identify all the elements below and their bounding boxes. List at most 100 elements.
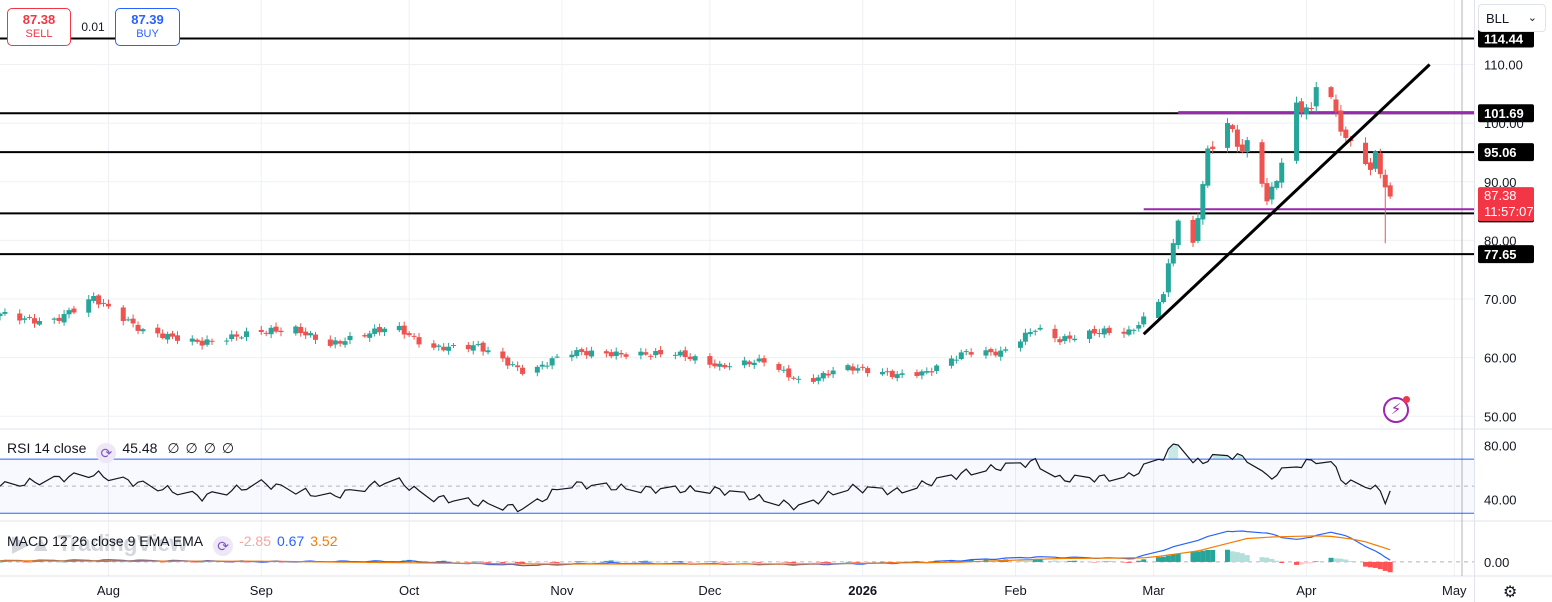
macd-histogram-bar [549, 561, 555, 563]
candle-body [342, 341, 348, 345]
macd-histogram-bar [470, 561, 476, 563]
price-axis-tick: 110.00 [1484, 57, 1523, 72]
macd-histogram-bar [0, 561, 3, 563]
candle-body [105, 303, 111, 307]
horizontal-lines[interactable] [0, 37, 1474, 256]
candle-body [608, 352, 614, 357]
rsi-na-4: ∅ [221, 440, 235, 456]
price-axis-tick: 60.00 [1484, 351, 1517, 366]
buy-price: 87.39 [131, 12, 164, 27]
candle-body [441, 346, 447, 351]
candle-body [988, 349, 994, 353]
macd-histogram-bar [653, 561, 659, 563]
macd-histogram-bar [268, 561, 274, 563]
rsi-na-1: ∅ [167, 440, 180, 456]
candle-body [589, 350, 595, 357]
candle-body [1259, 142, 1265, 184]
symbol-select[interactable]: BLL ⌄ [1478, 4, 1546, 32]
candle-body [1067, 335, 1073, 339]
flash-icon[interactable]: ⚡ [1383, 396, 1410, 423]
macd-histogram-bar [125, 561, 131, 563]
candle-body [1052, 328, 1058, 339]
macd-histogram-bar [751, 561, 757, 563]
macd-histogram-bar [1106, 561, 1112, 562]
macd-histogram-bar [707, 561, 713, 562]
candle-body [884, 371, 890, 373]
candle-body [929, 371, 935, 373]
macd-histogram-bar [1274, 560, 1280, 562]
time-axis[interactable]: Aug Sep Oct Nov Dec 2026 Feb Mar Apr May [97, 583, 1467, 598]
macd-histogram-bar [741, 561, 747, 563]
macd-histogram-bar [1279, 561, 1285, 564]
candle-body [120, 307, 126, 322]
macd-histogram-bar [199, 561, 205, 563]
cycle-icon[interactable]: ⟳ [213, 536, 234, 556]
macd-histogram-bar [613, 560, 619, 562]
candle-body [658, 350, 664, 355]
macd-histogram-bar [209, 561, 215, 563]
macd-histogram-bar [682, 561, 688, 563]
buy-button[interactable]: 87.39 BUY [115, 8, 180, 46]
macd-histogram-bar [692, 561, 698, 563]
sell-button[interactable]: 87.38 SELL [7, 8, 71, 46]
candle-body [1175, 220, 1181, 246]
candle-body [475, 344, 481, 346]
macd-histogram-bar [1022, 560, 1028, 562]
macd-legend-label: MACD 12 26 close 9 EMA EMA [7, 533, 204, 549]
candle-body [436, 345, 442, 347]
price-line-label-bg [1478, 29, 1534, 48]
candle-body [746, 361, 752, 365]
candle-body [707, 356, 713, 365]
candle-body [1225, 123, 1231, 148]
macd-legend[interactable]: MACD 12 26 close 9 EMA EMA ⟳ -2.85 0.67 3.52 [7, 533, 344, 556]
candle-body [1239, 144, 1245, 152]
candle-body [239, 337, 245, 339]
time-axis-tick-apr: Apr [1296, 583, 1317, 598]
macd-histogram-bar [239, 561, 245, 563]
candle-body [623, 354, 629, 357]
candle-body [520, 367, 526, 374]
candle-body [810, 378, 816, 382]
candle-body [510, 364, 516, 366]
candle-body [919, 371, 925, 376]
macd-histogram-bar [1382, 561, 1388, 571]
macd-histogram-bar [845, 561, 851, 563]
candle-body [1032, 330, 1038, 332]
macd-histogram-bar [672, 561, 678, 562]
candle-body [796, 378, 802, 380]
trendline[interactable] [1142, 63, 1431, 336]
macd-histogram-bar [1303, 561, 1309, 564]
candle-body [756, 358, 762, 362]
macd-histogram-bar [539, 561, 545, 563]
candle-body [293, 326, 299, 334]
candle-body [820, 372, 826, 379]
candle-body [934, 365, 940, 372]
candle-body [1313, 87, 1319, 107]
macd-histogram-bar [638, 561, 644, 562]
rsi-legend[interactable]: RSI 14 close ⟳ 45.48 ∅ ∅ ∅ ∅ [7, 440, 240, 463]
candle-body [140, 329, 146, 332]
macd-histogram-bar [1091, 561, 1097, 563]
candle-body [579, 349, 585, 353]
time-axis-tick-sep: Sep [250, 583, 273, 598]
trendline[interactable] [1142, 63, 1431, 336]
macd-histogram-bar [796, 561, 802, 563]
gear-icon[interactable]: ⚙ [1503, 584, 1518, 601]
candle-body [1091, 328, 1097, 334]
time-axis-tick-feb: Feb [1004, 583, 1026, 598]
candle-body [1106, 327, 1112, 334]
macd-histogram-bar [1131, 561, 1137, 563]
price-axis[interactable]: 114.44101.6995.0684.6077.6550.0060.0070.… [1478, 29, 1534, 570]
candle-body [687, 356, 693, 360]
rsi-na-3: ∅ [203, 440, 216, 456]
candle-body [717, 363, 723, 367]
purple-lines[interactable] [1143, 111, 1474, 211]
macd-histogram-bar [776, 561, 782, 563]
cycle-icon[interactable]: ⟳ [96, 443, 117, 463]
macd-histogram-bar [130, 561, 136, 563]
candle-body [160, 333, 166, 339]
sell-price: 87.38 [22, 12, 56, 27]
macd-histogram-bar [1165, 555, 1171, 562]
candle-body [446, 346, 452, 351]
